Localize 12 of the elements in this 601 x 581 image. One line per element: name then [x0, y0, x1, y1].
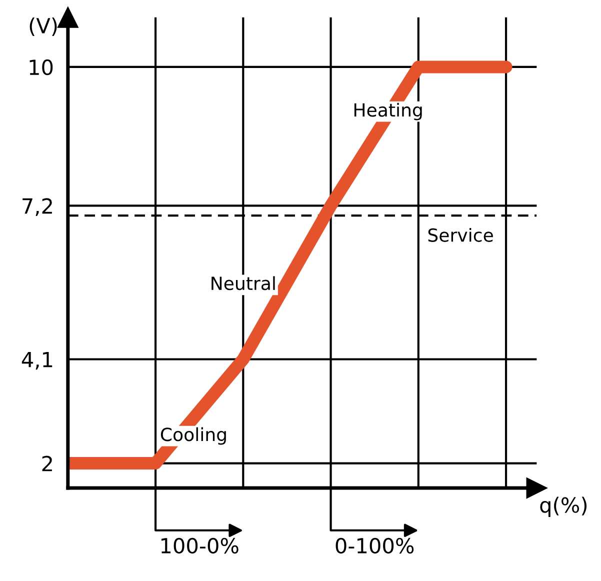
- y-tick-label: 2: [42, 456, 52, 472]
- y-tick-label: 7,2: [22, 198, 52, 216]
- y-tick-label: 10: [30, 59, 53, 76]
- x-axis-title: q(%): [540, 496, 587, 517]
- annotation: Neutral: [212, 276, 275, 290]
- annotation: Heating: [354, 102, 422, 120]
- text: 0-100%: [336, 538, 414, 554]
- annotation: Cooling: [160, 427, 226, 445]
- text: 100-0%: [161, 538, 238, 554]
- ref-line-label: Service: [428, 228, 493, 242]
- y-axis-title: (V): [30, 17, 57, 36]
- y-tick-label: 4,1: [22, 352, 52, 370]
